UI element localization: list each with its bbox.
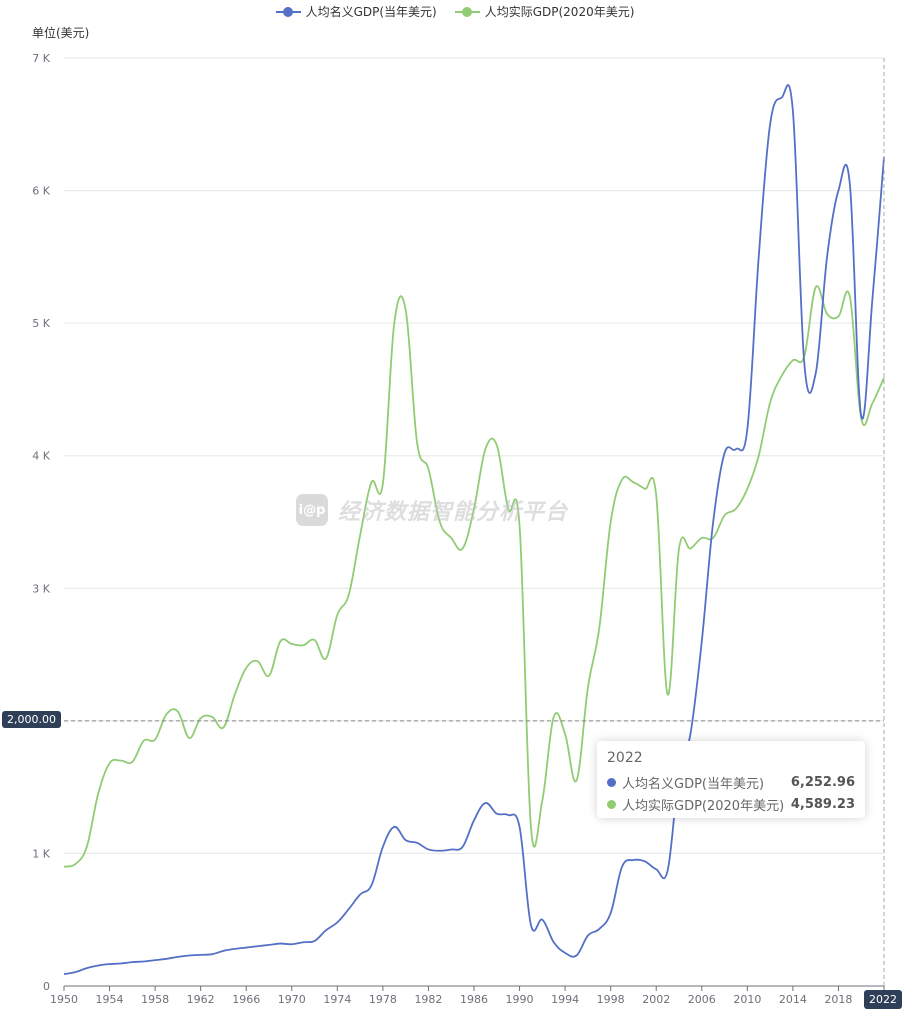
x-tick-label: 2006 [688,993,716,1006]
y-tick-label: 4 K [32,450,50,463]
x-tick-label: 1958 [141,993,169,1006]
y-tick-label: 5 K [32,317,50,330]
x-tick-label: 1978 [369,993,397,1006]
tooltip-row-nominal: 人均名义GDP(当年美元) 6,252.96 [607,773,855,792]
x-tick-label: 2002 [642,993,670,1006]
tooltip-real-dot-icon [607,800,616,809]
watermark-logo-icon: i@p [296,494,328,526]
x-tick-label: 1954 [96,993,124,1006]
legend-nominal-icon [275,5,301,19]
legend-nominal-label: 人均名义GDP(当年美元) [305,5,437,19]
series-lines [63,84,885,975]
watermark: i@p 经济数据智能分析平台 [296,494,568,526]
watermark-text: 经济数据智能分析平台 [338,500,569,525]
x-tick-label: 2018 [824,993,852,1006]
tooltip: 2022 人均名义GDP(当年美元) 6,252.96 人均实际GDP(2020… [597,741,865,818]
x-tick-label: 1994 [551,993,579,1006]
y-pointer-label: 2,000.00 [2,711,61,728]
y-tick-label: 7 K [32,52,50,65]
y-tick-label: 0 [43,980,50,993]
tooltip-real-value: 4,589.23 [790,797,855,812]
x-tick-label: 1962 [187,993,215,1006]
series-line-nominal [63,84,885,975]
x-tick-label: 2014 [779,993,807,1006]
y-axis-unit-label: 单位(美元) [32,26,90,40]
legend-item-real[interactable]: 人均实际GDP(2020年美元) [454,3,635,20]
tooltip-row-real: 人均实际GDP(2020年美元) 4,589.23 [607,795,855,814]
x-tick-label: 1950 [50,993,78,1006]
y-axis: 01 K2 K3 K4 K5 K6 K7 K [32,52,50,993]
axis-pointer [64,58,885,986]
x-axis: 1950 1954 1958 1962 1966 1970 1974 1978 1982 1986… [50,985,885,1006]
x-tick-label: 1986 [460,993,488,1006]
x-tick-label: 1998 [597,993,625,1006]
tooltip-nominal-name: 人均名义GDP(当年美元) [622,777,765,792]
x-pointer-label: 2022 [864,990,902,1009]
y-tick-label: 6 K [32,185,50,198]
x-tick-label: 2010 [733,993,761,1006]
x-tick-label: 1974 [323,993,351,1006]
x-tick-label: 1966 [232,993,260,1006]
series-line-real [63,285,885,868]
tooltip-nominal-dot-icon [607,778,616,787]
legend-real-icon [454,5,480,19]
y-tick-label: 3 K [32,582,50,595]
x-tick-label: 1970 [278,993,306,1006]
y-tick-label: 1 K [32,847,50,860]
x-tick-label: 1982 [414,993,442,1006]
tooltip-title: 2022 [607,750,643,766]
tooltip-nominal-value: 6,252.96 [790,775,855,790]
x-tick-label: 1990 [506,993,534,1006]
legend: 人均名义GDP(当年美元) 人均实际GDP(2020年美元) [0,3,910,20]
tooltip-real-name: 人均实际GDP(2020年美元) [622,799,785,814]
legend-real-label: 人均实际GDP(2020年美元) [484,5,635,19]
legend-item-nominal[interactable]: 人均名义GDP(当年美元) [275,3,437,20]
